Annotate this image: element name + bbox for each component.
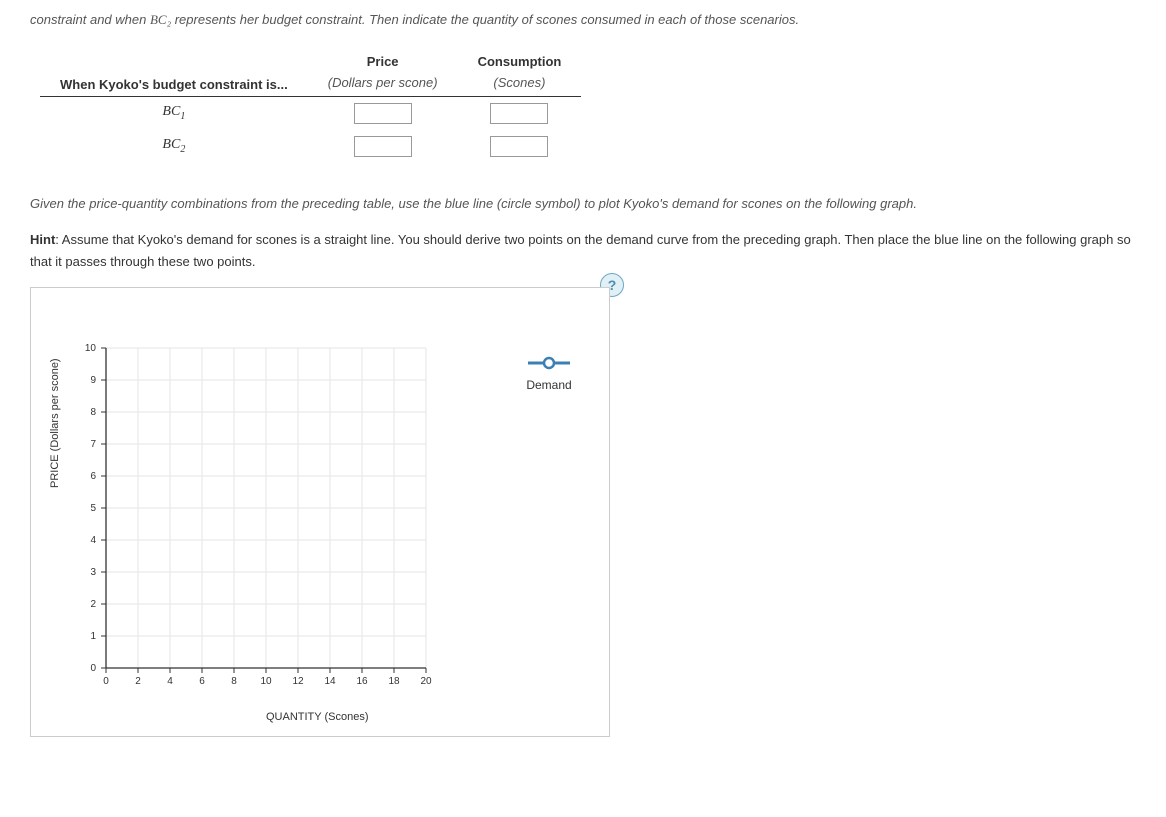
chart-grid — [106, 348, 426, 668]
col3-header: Consumption — [458, 50, 582, 73]
svg-text:7: 7 — [90, 439, 96, 450]
graph-container: ? PRICE (Dollars per scone) — [30, 287, 610, 737]
bc2-consumption-input[interactable] — [490, 136, 548, 157]
demand-line-icon — [526, 356, 572, 370]
bc2-price-input[interactable] — [354, 136, 412, 157]
svg-text:10: 10 — [260, 676, 272, 687]
x-axis-label: QUANTITY (Scones) — [266, 711, 369, 723]
legend[interactable]: Demand — [509, 356, 589, 392]
svg-text:1: 1 — [90, 631, 96, 642]
svg-text:0: 0 — [103, 676, 109, 687]
svg-text:8: 8 — [231, 676, 237, 687]
y-ticks: 0 1 2 3 4 5 6 7 8 9 10 — [85, 343, 106, 674]
legend-label: Demand — [509, 378, 589, 392]
graph-frame: PRICE (Dollars per scone) — [30, 287, 610, 737]
intro-instruction: constraint and when BC₂ represents her b… — [30, 10, 1136, 30]
x-ticks: 0 2 4 6 8 10 12 14 16 18 20 — [103, 668, 432, 687]
col2-header: Price — [308, 50, 458, 73]
hint-text: : Assume that Kyoko's demand for scones … — [30, 232, 1131, 269]
svg-text:18: 18 — [388, 676, 400, 687]
paragraph-1: Given the price-quantity combinations fr… — [30, 193, 1136, 215]
chart-svg: 0 2 4 6 8 10 12 14 16 18 20 — [76, 338, 446, 708]
col3-sub: (Scones) — [458, 73, 582, 97]
svg-text:10: 10 — [85, 343, 97, 354]
svg-text:3: 3 — [90, 567, 96, 578]
svg-text:12: 12 — [292, 676, 304, 687]
svg-text:4: 4 — [90, 535, 96, 546]
bc1-price-input[interactable] — [354, 103, 412, 124]
svg-text:9: 9 — [90, 375, 96, 386]
col1-header: When Kyoko's budget constraint is... — [40, 50, 308, 97]
budget-table: When Kyoko's budget constraint is... Pri… — [40, 50, 581, 163]
svg-text:8: 8 — [90, 407, 96, 418]
svg-text:6: 6 — [90, 471, 96, 482]
col2-sub: (Dollars per scone) — [308, 73, 458, 97]
intro-math: BC₂ — [150, 12, 171, 27]
svg-text:4: 4 — [167, 676, 173, 687]
svg-text:5: 5 — [90, 503, 96, 514]
bc2-label: BC2 — [40, 130, 308, 163]
svg-text:20: 20 — [420, 676, 432, 687]
hint-label: Hint — [30, 232, 55, 247]
svg-text:2: 2 — [90, 599, 96, 610]
intro-suffix: represents her budget constraint. Then i… — [171, 12, 799, 27]
svg-text:0: 0 — [90, 663, 96, 674]
paragraph-hint: Hint: Assume that Kyoko's demand for sco… — [30, 229, 1136, 273]
bc1-consumption-input[interactable] — [490, 103, 548, 124]
table-row: BC2 — [40, 130, 581, 163]
intro-prefix: constraint and when — [30, 12, 150, 27]
chart-area[interactable]: 0 2 4 6 8 10 12 14 16 18 20 — [76, 338, 596, 728]
table-row: BC1 — [40, 96, 581, 130]
svg-text:2: 2 — [135, 676, 141, 687]
svg-text:14: 14 — [324, 676, 336, 687]
svg-text:6: 6 — [199, 676, 205, 687]
svg-text:16: 16 — [356, 676, 368, 687]
bc1-label: BC1 — [40, 96, 308, 130]
